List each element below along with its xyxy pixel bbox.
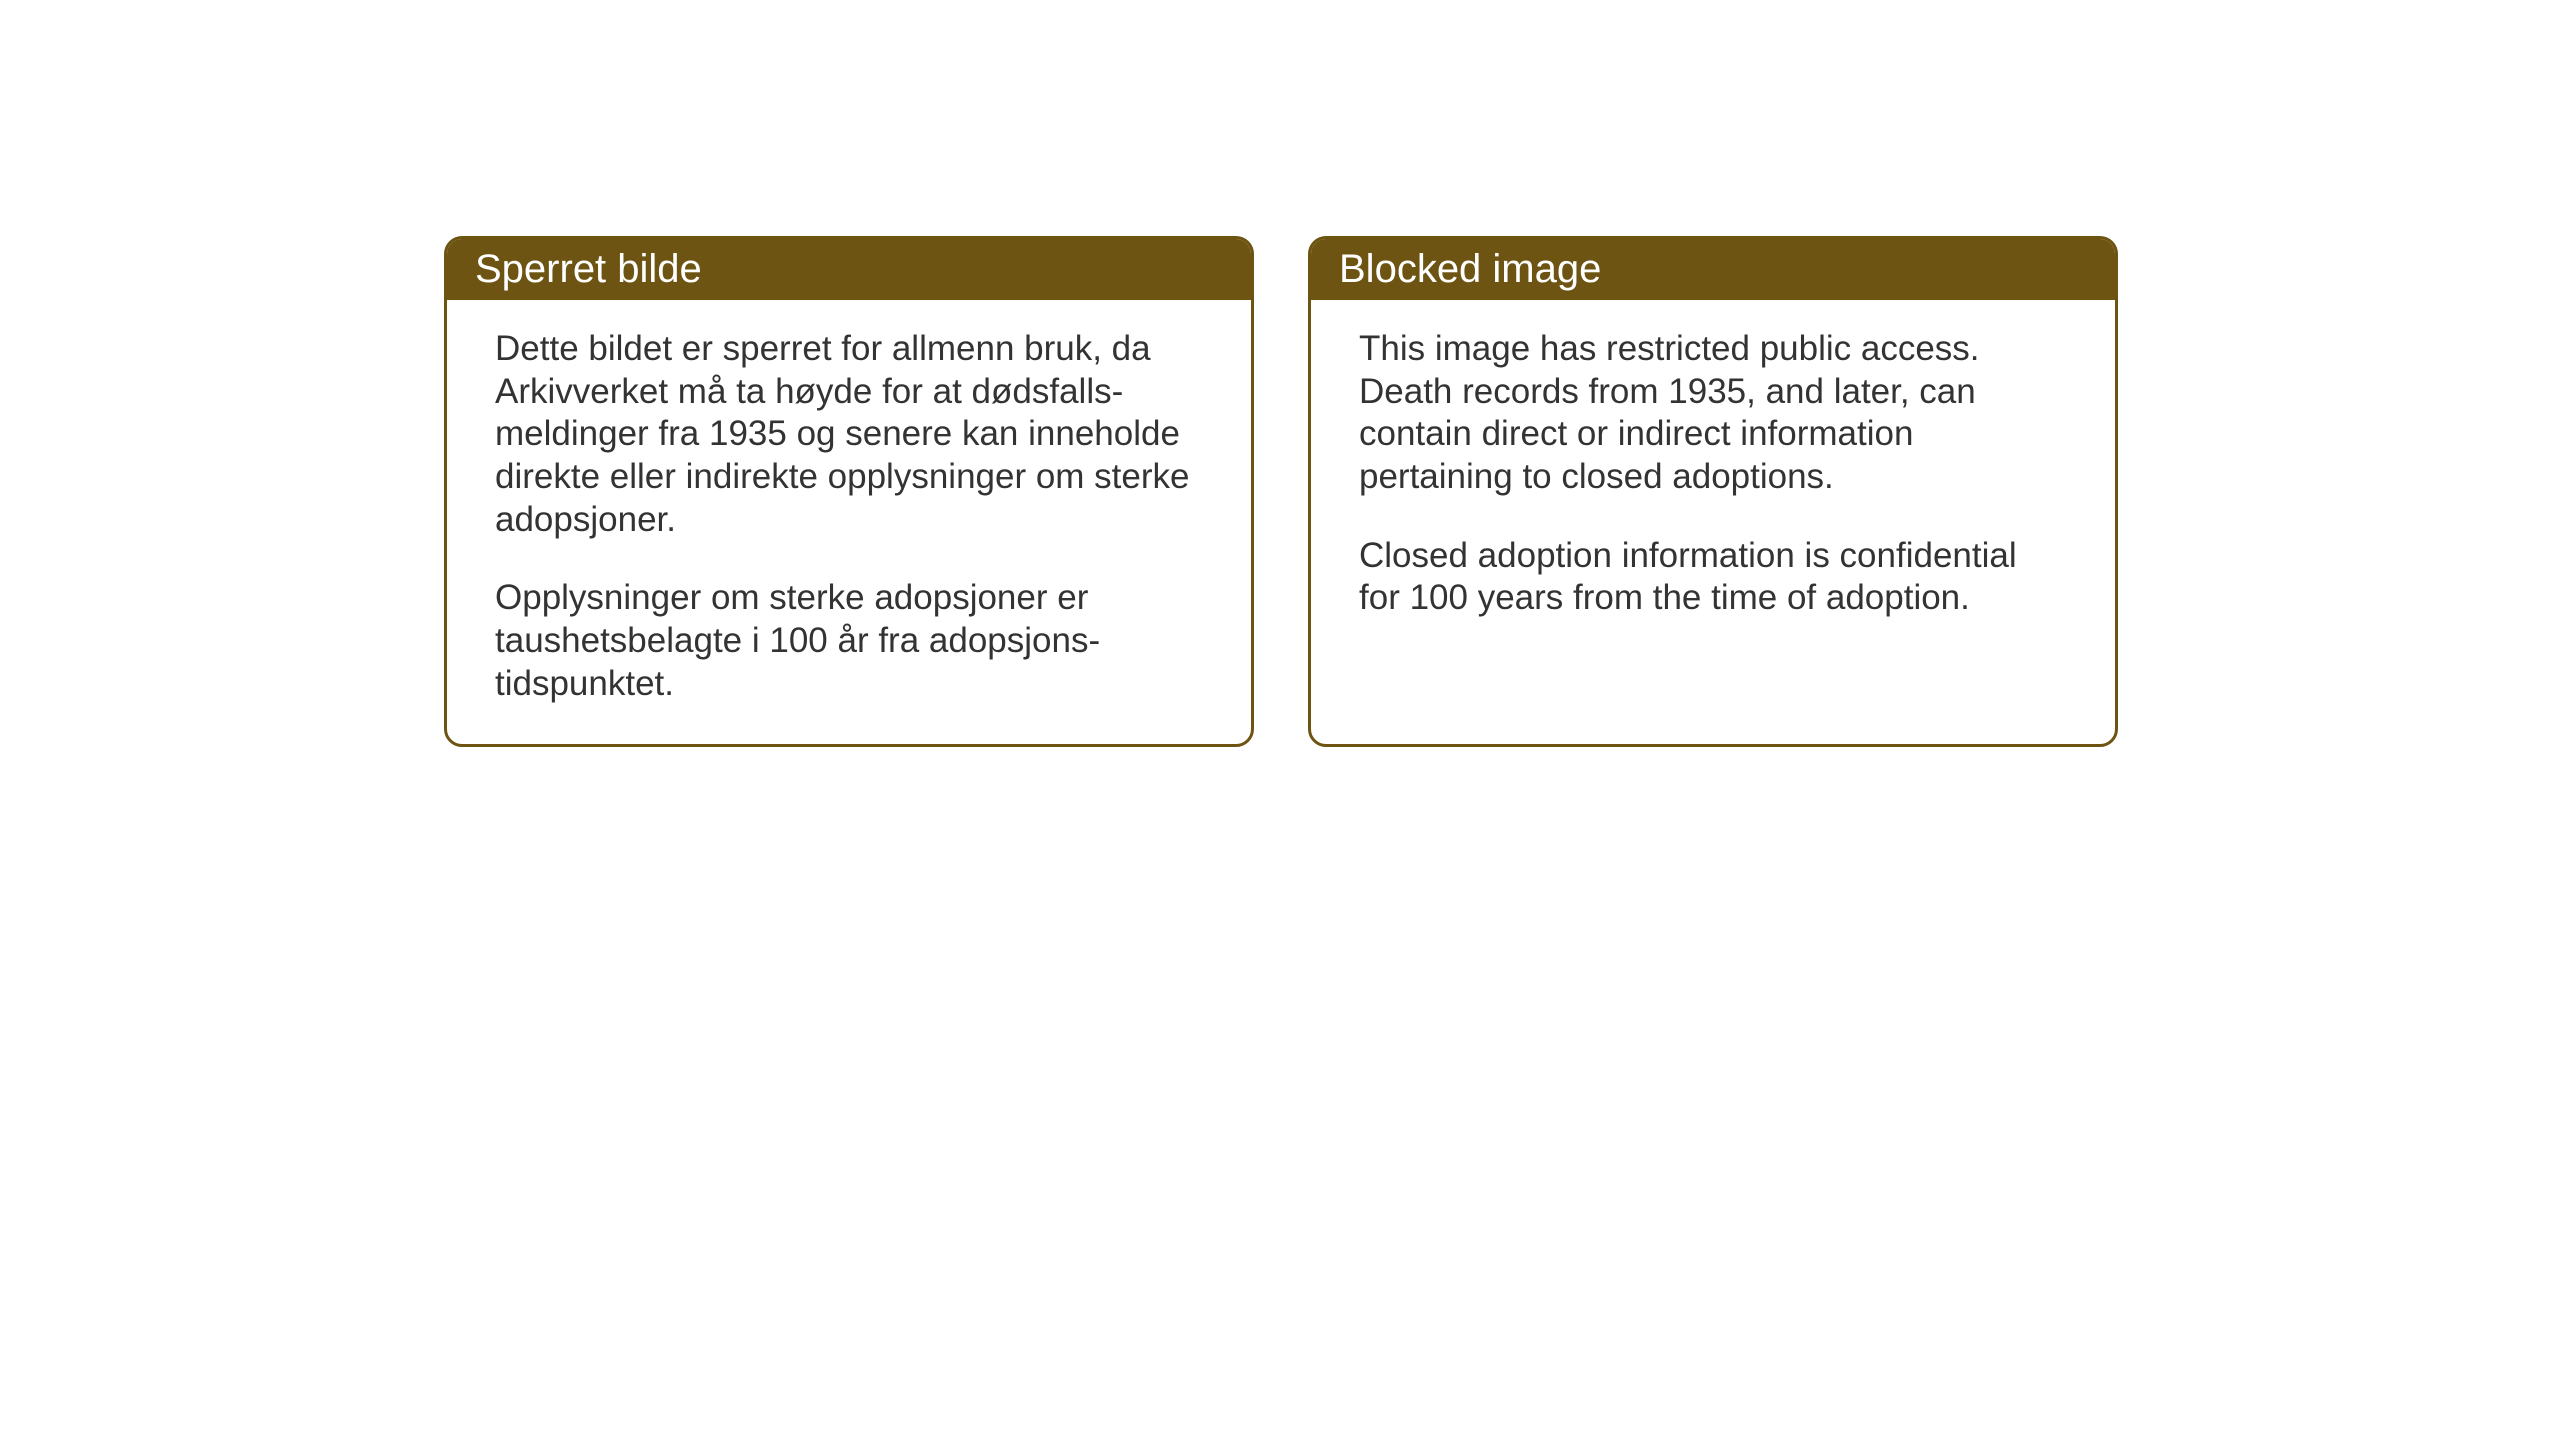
norwegian-paragraph-1: Dette bildet er sperret for allmenn bruk… [495, 328, 1203, 541]
norwegian-notice-card: Sperret bilde Dette bildet er sperret fo… [444, 236, 1254, 747]
english-paragraph-1: This image has restricted public access.… [1359, 328, 2067, 499]
notice-container: Sperret bilde Dette bildet er sperret fo… [444, 236, 2118, 747]
norwegian-card-title: Sperret bilde [447, 239, 1251, 300]
norwegian-card-body: Dette bildet er sperret for allmenn bruk… [447, 300, 1251, 744]
norwegian-paragraph-2: Opplysninger om sterke adopsjoner er tau… [495, 577, 1203, 705]
english-paragraph-2: Closed adoption information is confident… [1359, 535, 2067, 620]
english-card-body: This image has restricted public access.… [1311, 300, 2115, 730]
english-card-title: Blocked image [1311, 239, 2115, 300]
english-notice-card: Blocked image This image has restricted … [1308, 236, 2118, 747]
